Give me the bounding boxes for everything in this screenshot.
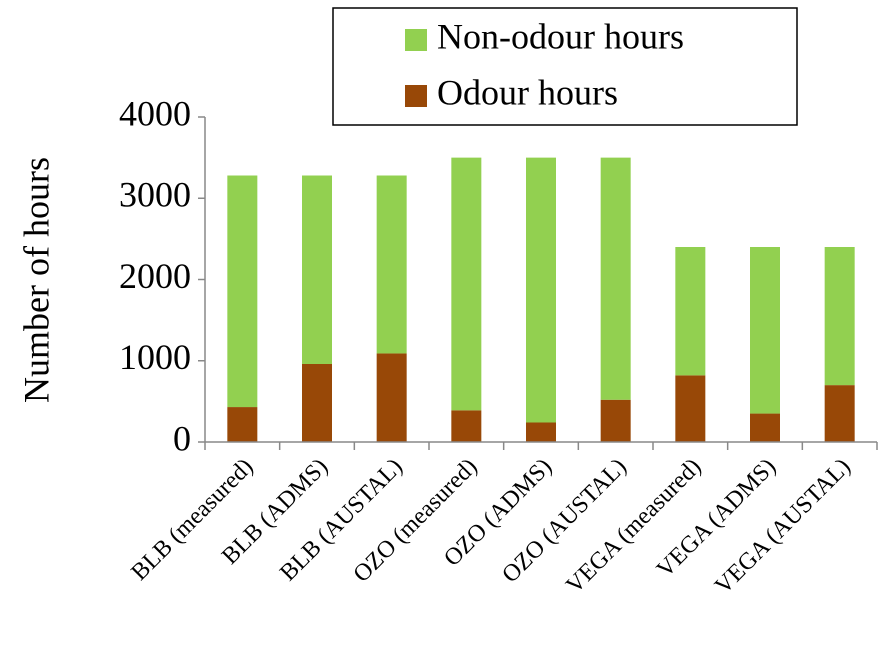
bar-segment xyxy=(675,247,706,376)
legend-swatch xyxy=(405,85,427,107)
bar-segment xyxy=(227,175,258,408)
bar-segment xyxy=(526,157,556,423)
bar-segment xyxy=(302,364,332,442)
bar-segment xyxy=(227,407,258,442)
bar-segment xyxy=(750,247,780,414)
legend-swatch xyxy=(405,29,427,51)
x-tick-label: VEGA (AUSTAL) xyxy=(710,454,856,600)
y-axis-label: Number of hours xyxy=(16,157,56,403)
bar-segment xyxy=(600,399,631,442)
bar-segment xyxy=(376,353,407,442)
bar-segment xyxy=(824,247,855,386)
bar-segment xyxy=(750,413,780,442)
bar-segment xyxy=(526,422,556,442)
legend-label: Odour hours xyxy=(437,72,618,112)
bar-segment xyxy=(824,385,855,442)
x-tick-label: VEGA (measured) xyxy=(561,454,706,599)
bar-segment xyxy=(451,410,482,442)
bar-segment xyxy=(376,175,407,354)
bar-segment xyxy=(451,157,482,411)
bar-segment xyxy=(600,157,631,400)
y-tick-label: 0 xyxy=(173,418,191,458)
y-tick-label: 3000 xyxy=(119,175,191,215)
y-tick-label: 1000 xyxy=(119,337,191,377)
y-tick-label: 4000 xyxy=(119,93,191,133)
y-tick-label: 2000 xyxy=(119,256,191,296)
legend-label: Non-odour hours xyxy=(437,16,684,56)
bar-segment xyxy=(302,175,332,364)
bar-segment xyxy=(675,375,706,442)
